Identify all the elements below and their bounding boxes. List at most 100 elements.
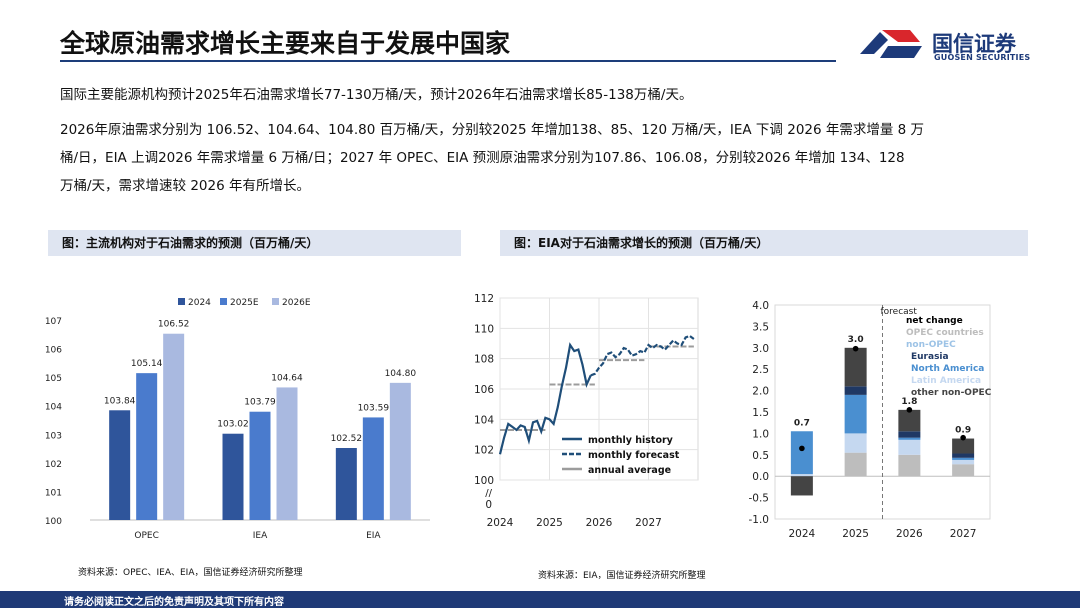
y-tick-label: 2.5 [752,364,769,376]
data-label: 103.02 [217,420,249,430]
y-tick-label: 104 [45,403,62,413]
y-tick-label: 108 [474,354,494,366]
data-label: 103.59 [358,403,390,413]
bar-opec-2025e [136,373,158,520]
footer-bar: 请务必阅读正文之后的免责声明及其项下所有内容 [0,591,1080,608]
data-label: 103.79 [244,398,276,408]
title-underline [60,60,836,62]
y-tick-label: 4.0 [752,300,769,312]
y-tick-label: 103 [45,431,62,441]
y-tick-label: 102 [45,460,62,470]
y-tick-label: 1.0 [752,428,769,440]
summary-paragraph-1: 国际主要能源机构预计2025年石油需求增长77-130万桶/天，预计2026年石… [60,87,693,103]
forecast-label: forecast [881,307,918,317]
legend-label-2026e: 2026E [282,298,311,308]
eia-demand-line-chart: 100 102 104 106 108 110 112 2024 2025 2026 2027 //0… [474,293,699,529]
y-tick-label: -1.0 [749,514,770,526]
y-tick-label: 1.5 [752,407,769,419]
legend-label-Latin-America: Latin America [911,376,981,386]
right-chart-caption: 图：EIA对于石油需求增长的预测（百万桶/天） [500,230,1028,256]
stack-2024-Latin-America [790,474,813,477]
data-label: 102.52 [331,434,363,444]
y-tick-label: -0.5 [749,493,770,505]
x-tick-label: 2024 [487,517,514,529]
x-tick-label: 2025 [842,528,869,540]
net-change-dot-2024 [799,445,805,452]
stack-2026-Latin-America [898,439,921,455]
x-tick-label: 2027 [950,528,977,540]
left-chart-caption: 图：主流机构对于石油需求的预测（百万桶/天） [48,230,461,256]
bar-iea-2025e [249,411,271,520]
y-tick-label: 100 [474,475,494,487]
legend-label-2025e: 2025E [230,298,259,308]
x-tick-label: 2025 [536,517,563,529]
y-axis-break-mark: // [485,488,492,499]
stack-2026-OPEC-countries [898,454,921,477]
legend-label-other-non-OPEC: other non-OPEC [911,388,992,398]
bar-iea-2024 [222,433,244,520]
stack-2025-OPEC-countries [844,452,867,477]
page-title: 全球原油需求增长主要来自于发展中国家 [60,29,511,58]
stack-2027-OPEC-countries [952,464,975,477]
net-change-dot-2025 [852,345,859,352]
stack-2026-other-non-OPEC [898,409,921,432]
summary-paragraph-2-line-2: 桶/日，EIA 上调2026 年需求增量 6 万桶/日；2027 年 OPEC、… [60,150,905,166]
legend-label-non-OPEC: non-OPEC [906,340,956,350]
y-tick-label: 0.5 [752,450,769,462]
x-tick-label: OPEC [134,531,158,541]
data-label: 104.64 [271,373,303,383]
stack-2025-Latin-America [844,433,867,453]
stack-2027-other-non-OPEC [952,438,975,454]
net-change-label-2027: 0.9 [955,426,971,436]
x-tick-label: 2024 [789,528,816,540]
net-change-label-2024: 0.7 [794,418,810,428]
guosen-logo-icon [860,30,922,58]
right-chart-source: 资料来源：EIA，国信证券经济研究所整理 [538,571,706,581]
y-tick-label: 101 [45,488,62,498]
bar-eia-2026e [389,382,411,520]
monthly-history-line [498,342,592,455]
net-change-dot-2026 [906,407,913,413]
legend-label-net-change: net change [906,316,963,326]
summary-paragraph-2-line-3: 万桶/天，需求增速较 2026 年有所增长。 [60,178,310,194]
bar-iea-2026e [276,387,298,520]
y-tick-label: 106 [474,384,494,396]
y-tick-label: 104 [474,414,494,426]
agency-demand-bar-chart: 100 101 102 103 104 105 106 107 103.84 105.14 106.… [45,298,430,541]
bar-eia-2024 [335,448,357,520]
stack-2027-North-America [952,457,975,460]
x-tick-label: EIA [366,531,381,541]
legend-label-North-America: North America [911,364,984,374]
y-tick-label: 102 [474,445,494,457]
summary-paragraph-2-line-1: 2026年原油需求分别为 106.52、104.64、104.80 百万桶/天，… [60,122,925,138]
stack-2024-other-non-OPEC [790,476,813,496]
bar-opec-2024 [109,410,131,520]
data-label: 104.80 [385,369,417,379]
stack-2025-North-America [844,394,867,434]
net-change-dot-2027 [960,434,966,441]
stack-2024-North-America [790,431,813,475]
y-tick-label: 112 [474,293,494,305]
legend-label-Eurasia: Eurasia [911,352,949,362]
stack-2027-Eurasia [952,453,975,458]
y-tick-label: 107 [45,317,62,327]
y-tick-label: 3.5 [752,321,769,333]
net-change-label-2026: 1.8 [901,397,917,407]
x-tick-label: 2027 [635,517,662,529]
legend-swatch-2024 [178,298,185,305]
y-zero-label: 0 [485,499,492,511]
legend-swatch-2025e [220,298,227,305]
y-tick-label: 100 [45,517,62,527]
y-tick-label: 3.0 [752,343,769,355]
data-label: 103.84 [104,396,136,406]
legend-label-OPEC-countries: OPEC countries [906,328,984,338]
x-tick-label: 2026 [896,528,923,540]
legend-label-2024: 2024 [188,298,211,308]
bar-opec-2026e [163,333,185,520]
data-label: 105.14 [131,359,163,369]
eia-growth-stacked-bar-chart: -1.0 -0.5 0.0 0.5 1.0 1.5 2.0 2.5 3.0 3.5 4.0 0.7 20… [749,300,992,540]
stack-2026-Eurasia [898,431,921,438]
legend-label-monthly-forecast: monthly forecast [588,450,680,461]
net-change-label-2025: 3.0 [848,335,864,345]
logo-name-en: GUOSEN SECURITIES [934,53,1031,62]
